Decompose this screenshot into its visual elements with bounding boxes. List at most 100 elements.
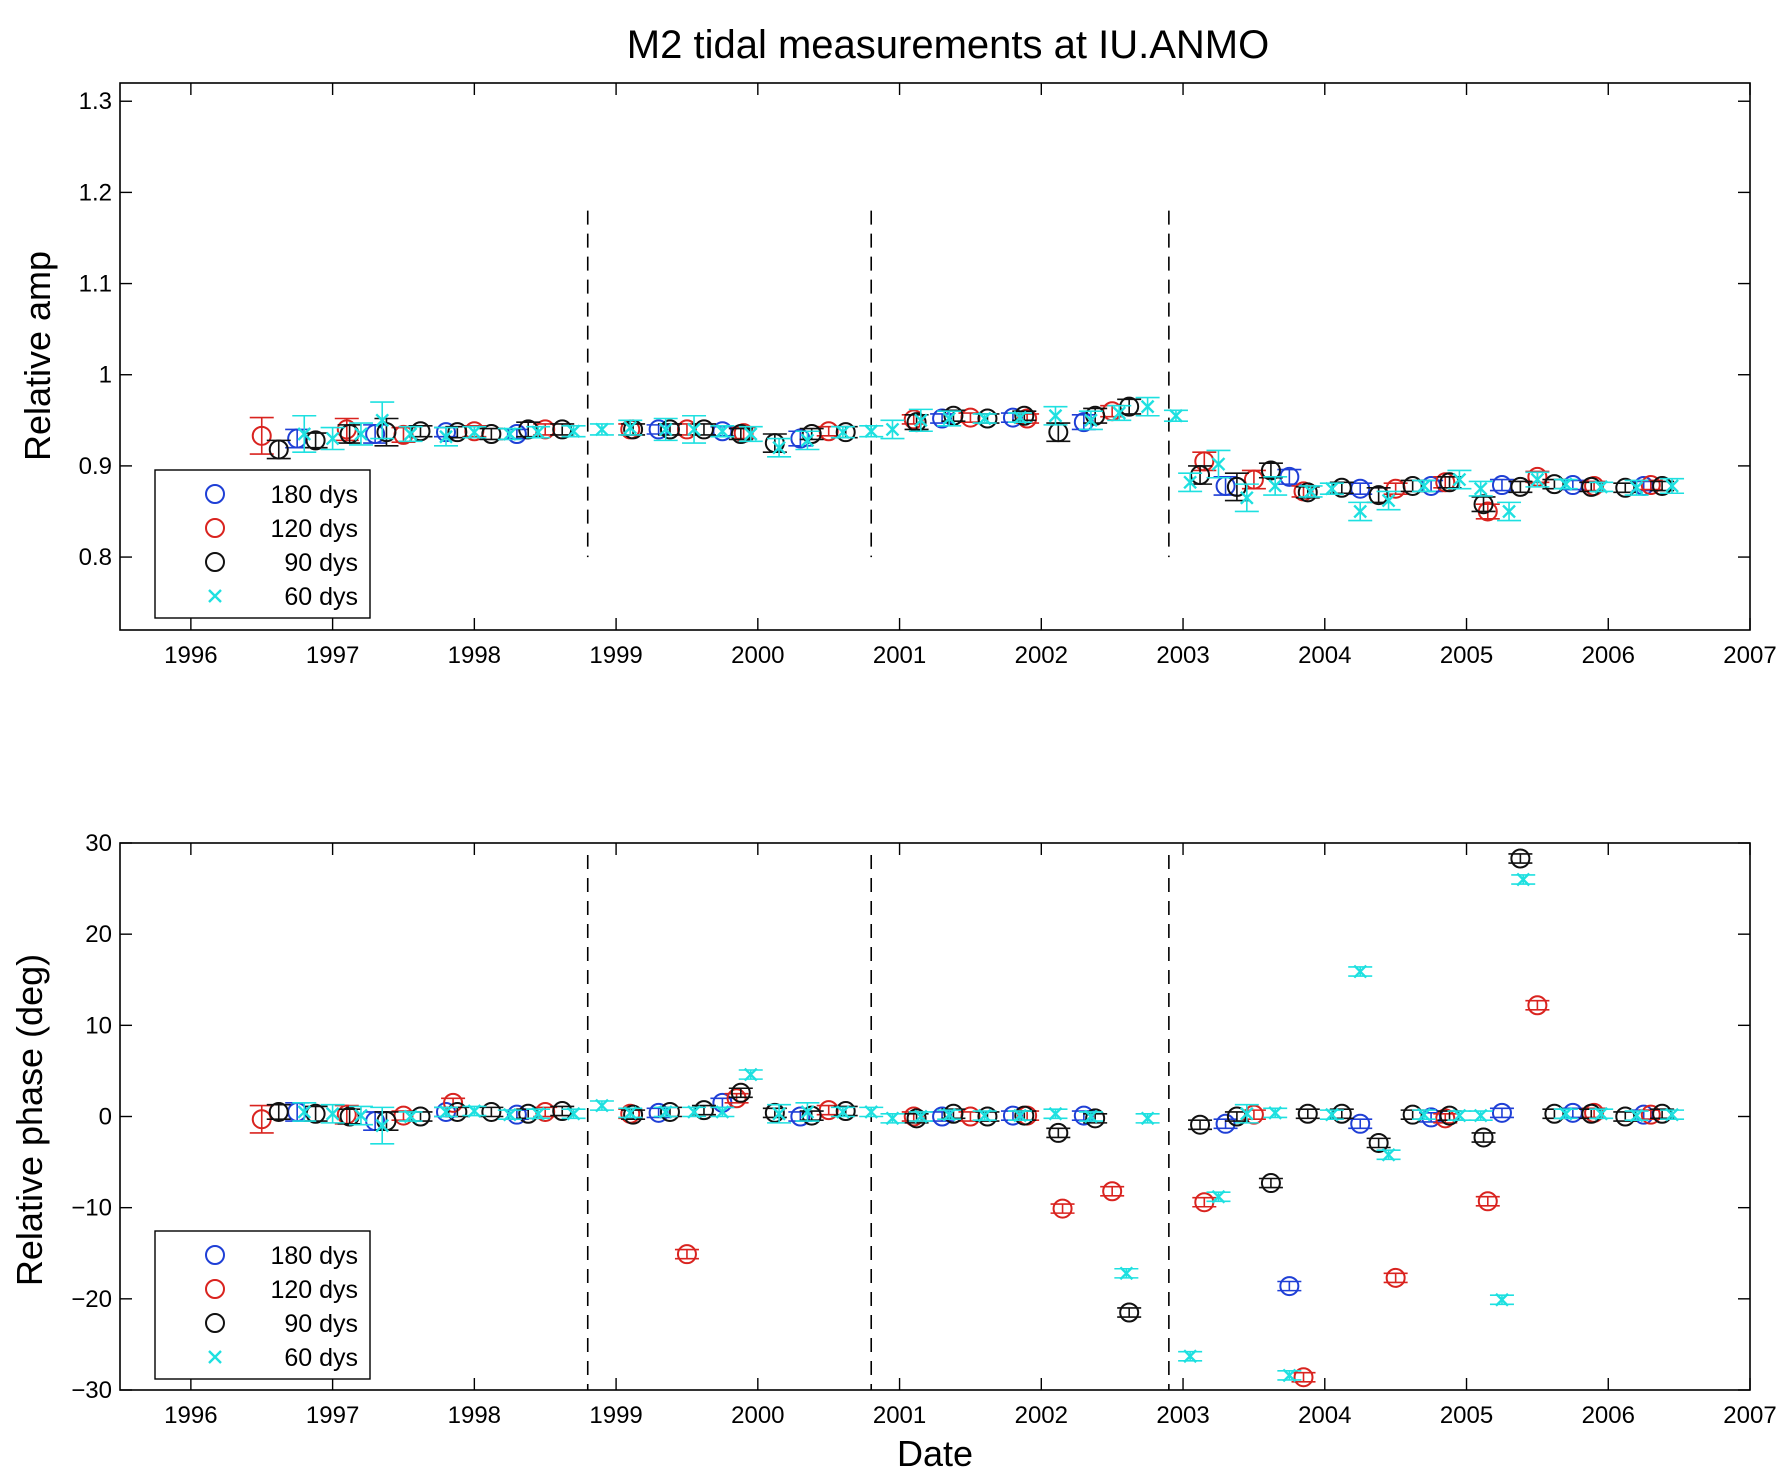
x-tick-label: 2007	[1723, 642, 1776, 669]
marker	[1140, 1111, 1155, 1126]
marker	[885, 1111, 900, 1126]
x-tick-label: 2002	[1015, 642, 1068, 669]
marker	[1594, 480, 1609, 494]
marker	[1002, 407, 1023, 428]
y-tick-label: 20	[85, 921, 112, 948]
marker	[1183, 1349, 1197, 1364]
marker	[1558, 1106, 1573, 1121]
data-point	[1188, 465, 1213, 486]
marker	[1473, 1127, 1494, 1148]
data-point	[1508, 848, 1533, 869]
marker	[1190, 465, 1211, 486]
phase-ylabel: Relative phase (deg)	[9, 954, 50, 1286]
data-point	[724, 1088, 749, 1109]
marker	[772, 440, 786, 455]
marker	[648, 419, 669, 440]
marker	[1260, 1173, 1281, 1194]
marker	[1385, 1267, 1406, 1288]
data-point	[972, 1108, 997, 1123]
marker	[715, 1105, 730, 1119]
marker	[977, 411, 992, 426]
marker	[1381, 493, 1396, 508]
marker	[354, 427, 368, 441]
marker	[1402, 1104, 1423, 1125]
marker	[1417, 479, 1431, 493]
marker	[1353, 964, 1368, 979]
y-tick-label: −20	[71, 1286, 112, 1313]
marker	[836, 1105, 850, 1119]
marker	[687, 1105, 701, 1119]
data-point	[674, 1244, 699, 1265]
marker	[365, 423, 386, 444]
data-point	[348, 422, 373, 446]
marker	[1325, 481, 1339, 496]
data-point	[859, 1105, 884, 1119]
data-point	[1348, 1113, 1373, 1134]
marker	[1544, 474, 1565, 495]
marker	[1211, 457, 1226, 471]
marker	[1293, 1367, 1314, 1388]
data-point	[1178, 472, 1203, 493]
marker	[1417, 1107, 1431, 1122]
marker	[623, 1106, 638, 1120]
marker	[1477, 1191, 1498, 1212]
data-point	[728, 1082, 753, 1103]
marker	[942, 1107, 957, 1122]
marker	[1215, 1113, 1236, 1134]
data-point	[1188, 1114, 1213, 1135]
legend-label: 60 dys	[284, 1344, 358, 1372]
marker	[1615, 477, 1636, 498]
data-point	[398, 425, 423, 443]
marker	[1002, 1105, 1023, 1126]
marker	[1243, 469, 1264, 490]
x-tick-label: 2001	[873, 642, 926, 669]
data-point	[370, 1106, 395, 1145]
data-point	[1234, 1103, 1259, 1124]
amplitude-ylabel: Relative amp	[17, 251, 58, 461]
data-point	[880, 419, 905, 440]
marker	[658, 422, 673, 437]
data-point	[1263, 1106, 1288, 1120]
marker	[1048, 422, 1069, 443]
marker	[864, 424, 879, 439]
marker	[1495, 1292, 1509, 1307]
marker	[1119, 1266, 1134, 1281]
marker	[1629, 480, 1644, 495]
marker	[1303, 484, 1318, 499]
marker	[1665, 479, 1679, 493]
marker	[1048, 408, 1063, 423]
marker	[864, 1105, 879, 1119]
x-tick-label: 2004	[1298, 1402, 1351, 1429]
data-point	[1012, 405, 1037, 426]
data-point	[445, 1101, 470, 1122]
marker	[1226, 1106, 1247, 1127]
data-point	[348, 1105, 373, 1126]
data-point	[292, 414, 317, 454]
marker	[1084, 1109, 1098, 1124]
data-point	[337, 423, 362, 444]
marker	[443, 1092, 464, 1113]
x-tick-label: 1999	[589, 642, 642, 669]
data-point	[1277, 1276, 1302, 1297]
marker	[743, 427, 758, 441]
data-point	[526, 1106, 551, 1121]
data-point	[657, 419, 682, 440]
legend-marker	[205, 1313, 225, 1333]
data-point	[1471, 494, 1496, 515]
data-point	[561, 1106, 586, 1121]
data-point	[1525, 995, 1550, 1016]
marker	[1014, 1105, 1035, 1126]
data-point	[1511, 872, 1536, 887]
data-point	[1295, 1103, 1320, 1124]
marker	[1183, 475, 1197, 490]
data-point	[1376, 490, 1401, 511]
data-point	[526, 425, 551, 440]
marker	[403, 427, 418, 441]
data-point	[1100, 1181, 1125, 1202]
marker	[1325, 1107, 1339, 1122]
marker	[835, 422, 856, 443]
data-point	[1412, 479, 1436, 493]
marker	[1368, 485, 1389, 506]
marker	[743, 1067, 758, 1082]
marker	[623, 1104, 644, 1125]
